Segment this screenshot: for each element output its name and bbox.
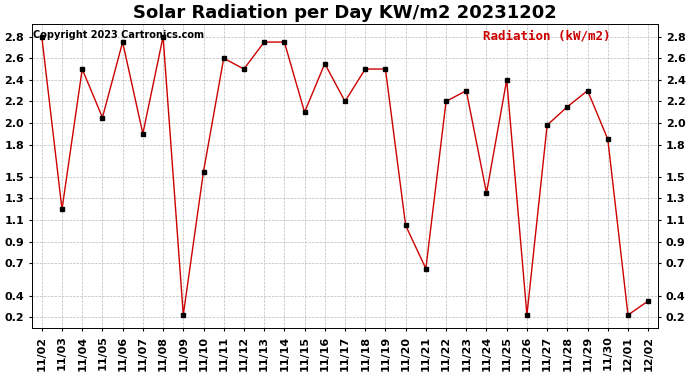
Text: Copyright 2023 Cartronics.com: Copyright 2023 Cartronics.com [33,30,204,40]
Text: Radiation (kW/m2): Radiation (kW/m2) [483,30,611,43]
Title: Solar Radiation per Day KW/m2 20231202: Solar Radiation per Day KW/m2 20231202 [133,4,557,22]
